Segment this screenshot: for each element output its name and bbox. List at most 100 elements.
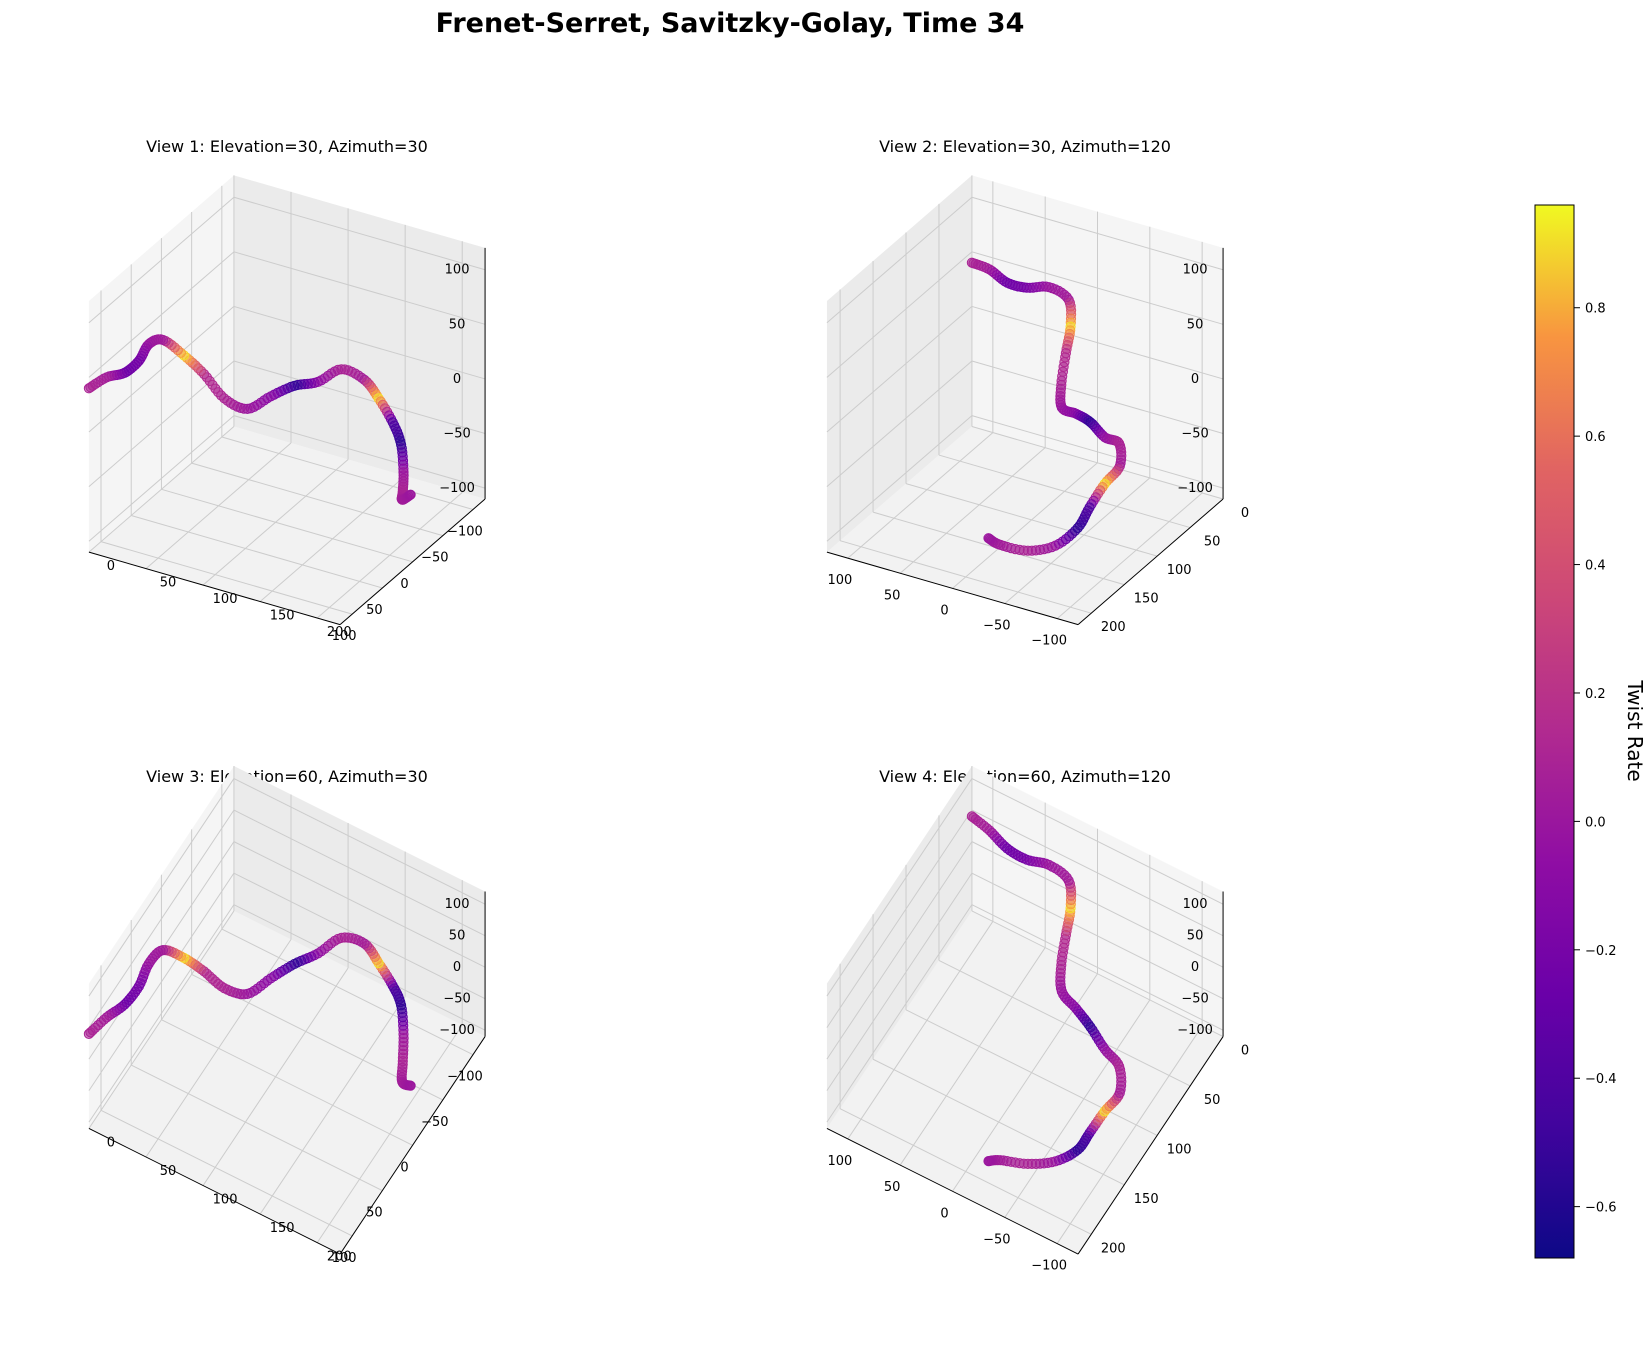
data-point <box>1116 1072 1127 1083</box>
y-axis-line <box>88 1128 341 1255</box>
z-tick-label: 0 <box>1191 372 1199 387</box>
view-4-title: View 4: Elevation=60, Azimuth=120 <box>879 767 1171 786</box>
colorbar-tick-label: 0.0 <box>1585 815 1606 830</box>
grid-line <box>1056 1025 1203 1244</box>
view-3-title: View 3: Elevation=60, Azimuth=30 <box>146 767 428 786</box>
y-tick-label: 200 <box>327 625 352 640</box>
grid-line <box>971 809 1224 937</box>
data-point <box>1059 869 1070 881</box>
x-tick-label: −50 <box>983 1232 1010 1247</box>
grid-line <box>88 426 235 553</box>
grid-line <box>971 778 1224 905</box>
z-tick-label: −100 <box>1177 481 1213 496</box>
grid-line <box>100 541 353 615</box>
x-axis-line <box>339 498 486 625</box>
x-tick-label: −100 <box>1031 634 1067 649</box>
z-tick-label: −50 <box>443 427 470 442</box>
x-tick-label: 0 <box>400 577 408 592</box>
grid-line <box>971 872 1224 1000</box>
x-tick-label: 50 <box>366 603 383 618</box>
data-point <box>405 1080 416 1091</box>
grid-line <box>233 778 486 905</box>
grid-line <box>221 928 474 1056</box>
data-point <box>389 420 400 431</box>
axis-pane <box>826 765 972 1129</box>
y-tick-label: 200 <box>1101 620 1126 635</box>
y-axis-line <box>1077 1036 1224 1255</box>
grid-line <box>826 415 973 542</box>
view-1-axes: −100 −50 0 50 100 0 50 100 150 200 −100 −50 0 50 100 <box>83 175 486 644</box>
grid-line <box>899 947 1046 1166</box>
y-tick-label: 100 <box>1167 563 1192 578</box>
data-point <box>83 1028 95 1040</box>
grid-line <box>316 1024 463 1243</box>
grid-line <box>233 809 486 937</box>
x-tick-label: −100 <box>447 525 483 540</box>
grid-line <box>88 196 235 324</box>
grid-line <box>905 1009 1158 1136</box>
grid-line <box>971 910 1224 1037</box>
subplot-view-1[interactable]: View 1: Elevation=30, Azimuth=30 −100 −50… <box>83 137 486 644</box>
data-point <box>983 1156 994 1167</box>
grid-line <box>971 415 1224 489</box>
z-tick-label: −50 <box>1181 992 1208 1007</box>
grid-line <box>202 459 349 586</box>
z-tick-label: 50 <box>449 317 466 332</box>
view-2-title: View 2: Elevation=30, Azimuth=120 <box>879 137 1171 156</box>
grid-line <box>952 462 1098 589</box>
y-axis-line <box>88 551 341 626</box>
x-tick-label: −50 <box>421 551 448 566</box>
x-tick-label: −50 <box>421 1115 448 1130</box>
grid-line <box>145 442 292 569</box>
grid-line <box>826 904 973 1123</box>
data-point <box>983 533 994 544</box>
colorbar-ticks: −0.6 −0.4 −0.2 0.0 0.2 0.4 0.6 0.8 <box>1574 302 1617 1216</box>
grid-line <box>1004 999 1151 1218</box>
grid-line <box>826 196 973 324</box>
x-tick-label: 100 <box>332 629 357 644</box>
z-tick-label: −100 <box>439 481 475 496</box>
z-tick-label: 50 <box>1187 929 1204 944</box>
x-tick-label: 50 <box>366 1206 383 1221</box>
subplot-view-2[interactable]: View 2: Elevation=30, Azimuth=120 −100 −5… <box>826 137 1249 649</box>
grid-line <box>971 904 1224 1031</box>
y-tick-label: 50 <box>1204 1093 1221 1108</box>
grid-line <box>233 196 486 271</box>
colorbar-gradient <box>1534 204 1575 1259</box>
grid-line <box>971 360 1224 435</box>
grid-line <box>1056 492 1203 619</box>
grid-line <box>826 360 973 487</box>
x-tick-label: 50 <box>884 1180 901 1195</box>
y-tick-label: 200 <box>1101 1241 1126 1256</box>
grid-line <box>233 251 486 325</box>
grid-line <box>826 809 973 1028</box>
z-tick-label: 0 <box>453 372 461 387</box>
grid-line <box>191 462 443 537</box>
data-point <box>405 489 416 500</box>
view-2-axes: −100 −50 0 50 100 0 50 100 150 200 −100 −50 0 50 100 <box>826 175 1249 649</box>
x-tick-label: 0 <box>940 1206 948 1221</box>
y-axis-line <box>1077 498 1224 625</box>
colorbar-label: Twist Rate <box>1623 679 1643 781</box>
subplot-view-3[interactable]: View 3: Elevation=60, Azimuth=30 −100 −50… <box>83 765 486 1266</box>
subplot-view-4[interactable]: View 4: Elevation=60, Azimuth=120 −100 −5… <box>826 765 1249 1274</box>
x-tick-label: −50 <box>983 618 1010 633</box>
y-tick-label: 0 <box>1241 1044 1249 1059</box>
grid-line <box>233 841 486 968</box>
view-1-title: View 1: Elevation=30, Azimuth=30 <box>146 137 428 156</box>
x-tick-label: −100 <box>447 1070 483 1085</box>
view-4-axes: −100 −50 0 50 100 0 50 100 150 200 −100 −50 0 50 100 <box>826 765 1249 1274</box>
colorbar-tick-label: −0.4 <box>1585 1072 1617 1087</box>
y-tick-label: 150 <box>270 609 295 624</box>
z-tick-label: 100 <box>445 897 470 912</box>
x-tick-label: 0 <box>400 1160 408 1175</box>
z-tick-label: −100 <box>1177 1023 1213 1038</box>
y-tick-label: 50 <box>1204 535 1221 550</box>
grid-line <box>221 436 474 510</box>
y-tick-label: 50 <box>160 576 177 591</box>
x-tick-label: 0 <box>940 603 948 618</box>
grid-line <box>233 415 486 489</box>
data-point <box>326 938 337 949</box>
grid-line <box>938 959 1191 1087</box>
data-point <box>1084 502 1095 513</box>
